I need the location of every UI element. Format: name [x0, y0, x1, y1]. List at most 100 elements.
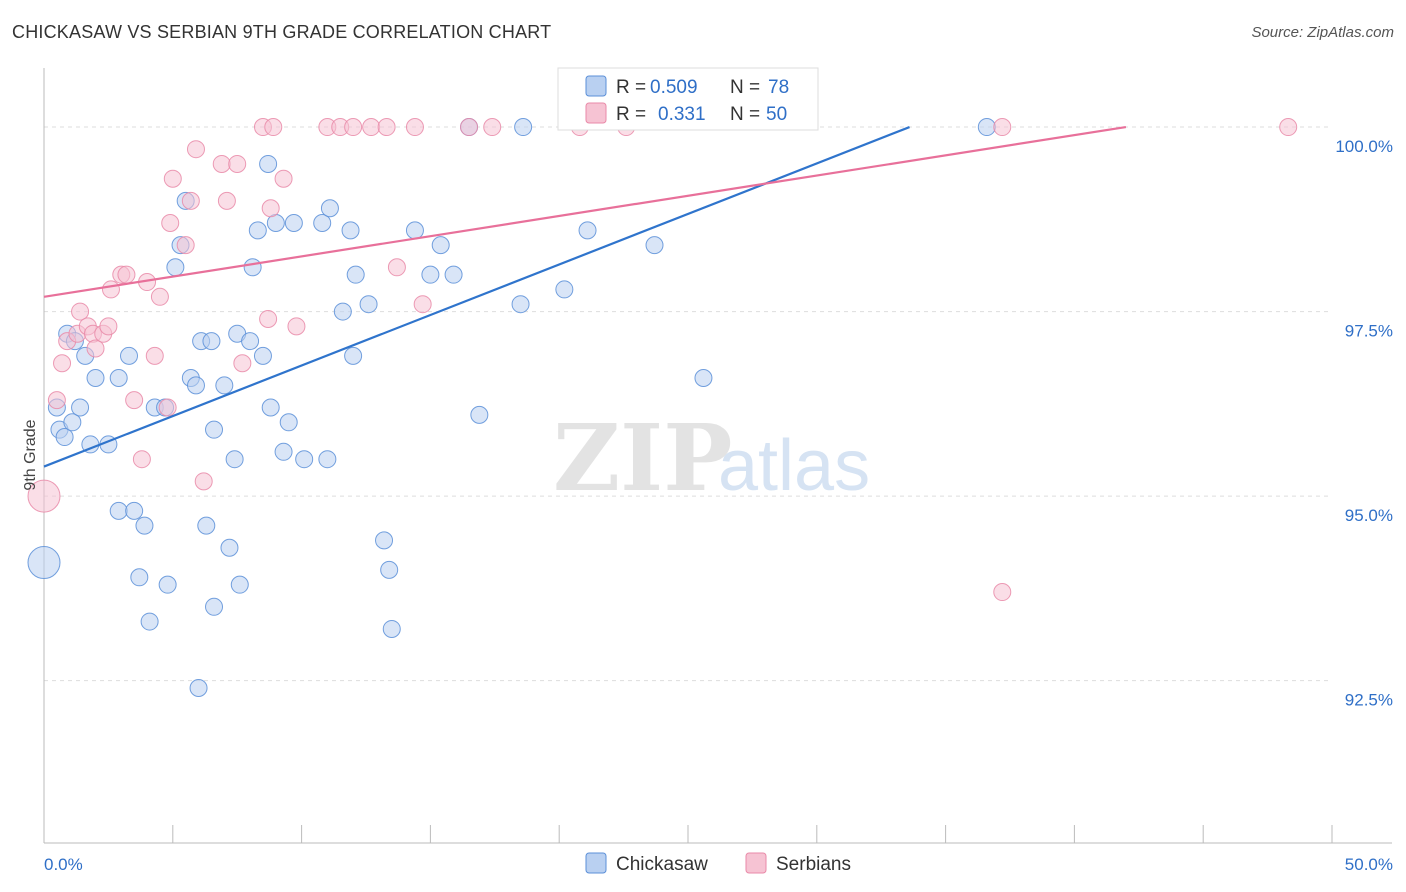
point-serbians[interactable] — [377, 118, 396, 137]
point-chickasaw[interactable] — [382, 619, 401, 638]
point-chickasaw[interactable] — [318, 450, 337, 469]
point-chickasaw[interactable] — [405, 221, 424, 240]
point-chickasaw[interactable] — [380, 560, 399, 579]
point-chickasaw[interactable] — [241, 332, 260, 351]
legend-label-chickasaw[interactable]: Chickasaw — [616, 854, 708, 875]
point-serbians[interactable] — [101, 280, 120, 299]
point-chickasaw[interactable] — [186, 376, 205, 395]
point-serbians[interactable] — [362, 118, 381, 137]
point-chickasaw[interactable] — [578, 221, 597, 240]
point-serbians[interactable] — [233, 354, 252, 373]
point-serbians[interactable] — [145, 346, 164, 365]
point-serbians[interactable] — [186, 140, 205, 159]
point-chickasaw[interactable] — [166, 258, 185, 277]
point-chickasaw[interactable] — [63, 413, 82, 432]
point-chickasaw[interactable] — [220, 538, 239, 557]
point-chickasaw[interactable] — [511, 295, 530, 314]
point-chickasaw[interactable] — [253, 346, 272, 365]
point-serbians[interactable] — [405, 118, 424, 137]
point-chickasaw[interactable] — [320, 199, 339, 218]
point-chickasaw[interactable] — [444, 265, 463, 284]
point-chickasaw[interactable] — [243, 258, 262, 277]
point-serbians[interactable] — [274, 169, 293, 188]
point-chickasaw[interactable] — [977, 118, 996, 137]
point-chickasaw[interactable] — [514, 118, 533, 137]
point-chickasaw[interactable] — [341, 221, 360, 240]
point-chickasaw[interactable] — [140, 612, 159, 631]
point-chickasaw[interactable] — [259, 154, 278, 173]
point-chickasaw[interactable] — [261, 398, 280, 417]
legend-swatch-serbians[interactable] — [745, 852, 767, 874]
point-chickasaw[interactable] — [130, 568, 149, 587]
point-serbians[interactable] — [176, 236, 195, 255]
point-serbians[interactable] — [158, 398, 177, 417]
point-chickasaw[interactable] — [230, 575, 249, 594]
point-serbians[interactable] — [261, 199, 280, 218]
point-chickasaw[interactable] — [86, 369, 105, 387]
point-serbians[interactable] — [150, 287, 169, 306]
point-serbians[interactable] — [1279, 118, 1298, 137]
point-chickasaw[interactable] — [109, 369, 128, 387]
point-serbians[interactable] — [344, 118, 363, 137]
point-chickasaw[interactable] — [189, 679, 208, 697]
point-chickasaw[interactable] — [274, 442, 293, 461]
point-chickasaw[interactable] — [120, 346, 139, 365]
point-chickasaw[interactable] — [225, 450, 244, 469]
point-serbians[interactable] — [217, 191, 236, 210]
point-serbians[interactable] — [483, 118, 502, 137]
point-serbians[interactable] — [163, 169, 182, 188]
point-chickasaw[interactable] — [71, 398, 90, 417]
point-chickasaw[interactable] — [431, 236, 450, 255]
point-chickasaw[interactable] — [109, 501, 128, 520]
point-chickasaw[interactable] — [333, 302, 352, 321]
legend-label-serbians[interactable]: Serbians — [776, 854, 851, 875]
point-serbians[interactable] — [194, 472, 213, 491]
point-serbians[interactable] — [71, 302, 90, 321]
point-serbians[interactable] — [181, 191, 200, 210]
point-chickasaw[interactable] — [344, 346, 363, 365]
point-chickasaw[interactable] — [313, 214, 332, 232]
point-chickasaw[interactable] — [202, 332, 221, 351]
point-chickasaw[interactable] — [135, 516, 154, 535]
point-chickasaw[interactable] — [295, 450, 314, 469]
point-chickasaw[interactable] — [375, 531, 394, 550]
point-chickasaw[interactable] — [125, 501, 144, 520]
legend-swatch-chickasaw[interactable] — [585, 852, 607, 874]
point-serbians[interactable] — [460, 118, 479, 137]
point-serbians[interactable] — [132, 450, 151, 469]
point-serbians[interactable] — [387, 258, 406, 277]
point-serbians[interactable] — [993, 583, 1012, 602]
point-chickasaw[interactable] — [359, 295, 378, 314]
point-chickasaw[interactable] — [158, 575, 177, 594]
point-serbians[interactable] — [228, 154, 247, 173]
large-point-serbians[interactable] — [27, 479, 61, 513]
point-serbians[interactable] — [125, 391, 144, 410]
point-chickasaw[interactable] — [215, 376, 234, 395]
point-serbians[interactable] — [47, 391, 66, 410]
point-chickasaw[interactable] — [284, 214, 303, 232]
point-chickasaw[interactable] — [55, 428, 74, 447]
point-serbians[interactable] — [212, 154, 231, 173]
point-chickasaw[interactable] — [421, 265, 440, 284]
point-chickasaw[interactable] — [470, 405, 489, 424]
point-serbians[interactable] — [264, 118, 283, 137]
point-serbians[interactable] — [117, 265, 136, 284]
point-chickasaw[interactable] — [694, 369, 713, 387]
point-serbians[interactable] — [161, 214, 180, 232]
point-chickasaw[interactable] — [555, 280, 574, 299]
point-chickasaw[interactable] — [248, 221, 267, 240]
point-serbians[interactable] — [413, 295, 432, 314]
point-chickasaw[interactable] — [645, 236, 664, 255]
point-chickasaw[interactable] — [346, 265, 365, 284]
point-serbians[interactable] — [86, 339, 105, 358]
point-chickasaw[interactable] — [205, 597, 224, 616]
point-chickasaw[interactable] — [197, 516, 216, 535]
large-point-chickasaw[interactable] — [27, 546, 61, 580]
point-serbians[interactable] — [53, 354, 72, 373]
point-serbians[interactable] — [99, 317, 118, 336]
point-serbians[interactable] — [259, 309, 278, 328]
point-chickasaw[interactable] — [205, 420, 224, 439]
point-serbians[interactable] — [993, 118, 1012, 137]
point-chickasaw[interactable] — [279, 413, 298, 432]
point-serbians[interactable] — [287, 317, 306, 336]
